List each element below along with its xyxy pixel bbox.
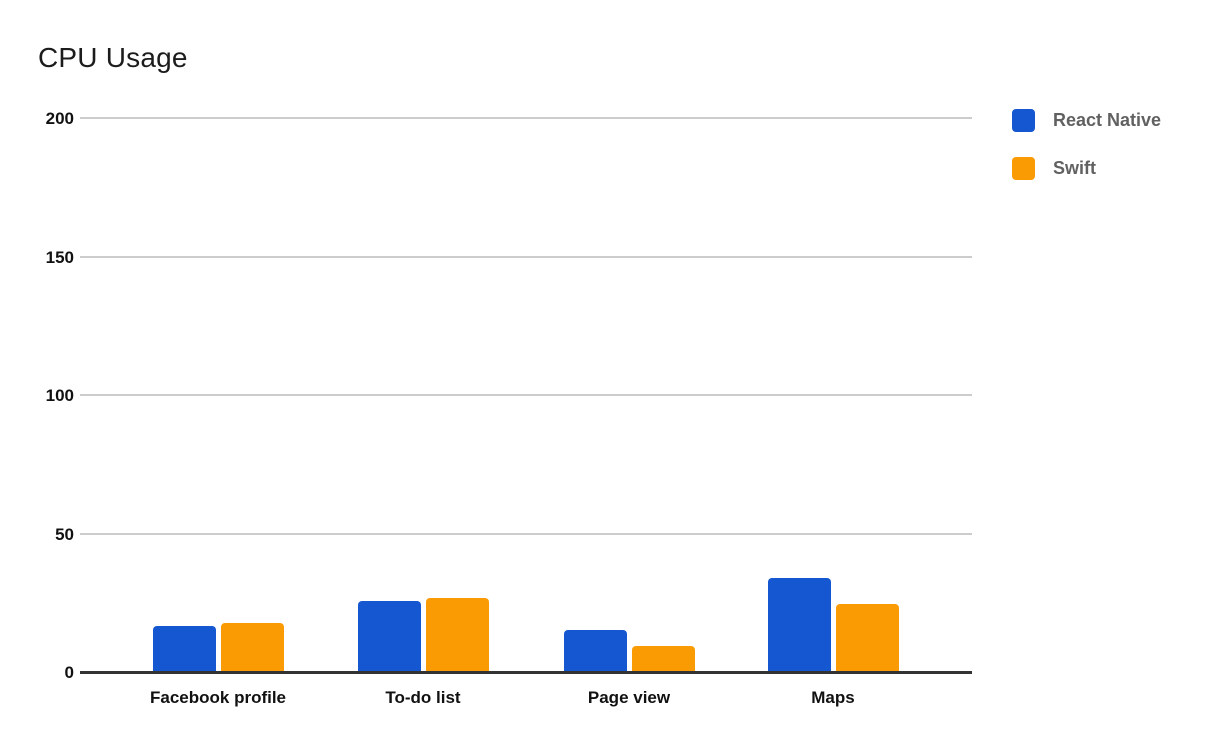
gridline-100 xyxy=(80,394,972,396)
react-native-swatch-icon xyxy=(1012,108,1035,132)
gridline-150 xyxy=(80,255,972,258)
y-tick-label-100: 100 xyxy=(45,386,74,405)
legend-item-react-native: React Native xyxy=(1012,108,1161,132)
gridline-50 xyxy=(80,532,972,535)
chart-title: CPU Usage xyxy=(38,42,188,73)
legend: React Native Swift xyxy=(1012,108,1161,204)
bar-react-native-facebook-profile xyxy=(153,626,216,672)
bar-swift-to-do-list xyxy=(426,598,489,672)
y-tick-label-200: 200 xyxy=(45,109,74,128)
y-tick-label-0: 0 xyxy=(64,663,74,682)
gridline-200 xyxy=(80,117,972,119)
x-axis-line xyxy=(80,671,972,674)
legend-item-swift: Swift xyxy=(1012,156,1161,180)
bar-swift-page-view xyxy=(632,646,695,672)
x-tick-label-page-view: Page view xyxy=(587,688,671,707)
bar-react-native-to-do-list xyxy=(358,601,421,672)
plot-area: 0 50 100 150 200 Facebook profile To-do list Pa… xyxy=(45,109,972,707)
x-tick-label-maps: Maps xyxy=(811,688,855,707)
bar-swift-facebook-profile xyxy=(221,623,284,672)
legend-label-react-native: React Native xyxy=(1053,109,1162,130)
x-tick-label-to-do-list: To-do list xyxy=(385,688,461,707)
swift-swatch-icon xyxy=(1012,156,1035,180)
bar-react-native-maps xyxy=(768,578,831,672)
y-tick-label-150: 150 xyxy=(45,247,74,267)
x-tick-label-facebook-profile: Facebook profile xyxy=(149,688,287,707)
bar-react-native-page-view xyxy=(564,630,627,672)
y-tick-label-50: 50 xyxy=(55,524,74,544)
legend-label-swift: Swift xyxy=(1053,157,1096,178)
bar-swift-maps xyxy=(836,604,899,672)
